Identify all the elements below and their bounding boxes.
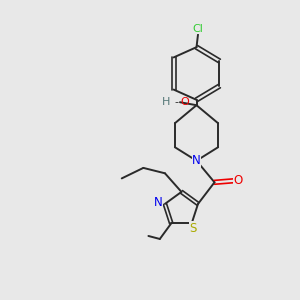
Text: H: H xyxy=(162,97,171,107)
Text: O: O xyxy=(180,97,189,107)
Text: N: N xyxy=(192,154,201,167)
Text: -: - xyxy=(174,97,178,107)
Text: N: N xyxy=(154,196,163,209)
Text: S: S xyxy=(190,222,197,235)
Text: O: O xyxy=(234,174,243,187)
Text: Cl: Cl xyxy=(193,24,203,34)
